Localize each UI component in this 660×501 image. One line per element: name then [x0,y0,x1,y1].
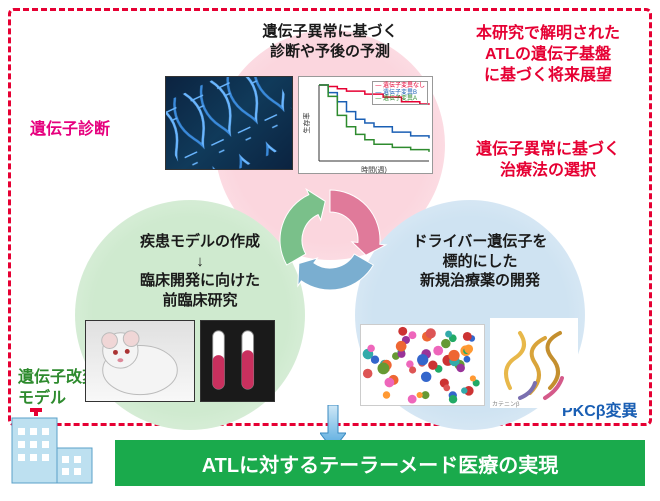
chart-legend: — 遺伝子変異なし— 遺伝子変異B— 遺伝子変異A [372,81,428,105]
node-top-title: 遺伝子異常に基づく診断や予後の予測 [210,22,450,61]
dna-image [165,76,293,170]
banner: ATLに対するテーラーメード医療の実現 [115,440,645,486]
mouse-image [85,320,195,402]
label-prospect: 本研究で解明されたATLの遺伝子基盤に基づく将来展望 [458,24,638,86]
cycle-arrows [270,180,390,300]
label-therapy: 遺伝子異常に基づく治療法の選択 [458,140,638,182]
svg-text:生存率: 生存率 [302,113,311,134]
label-diag: 遺伝子診断 [30,120,110,141]
pills-image [360,324,485,406]
test-tubes-image [200,320,275,402]
node-right-title: ドライバー遺伝子を標的にした新規治療薬の開発 [370,232,590,291]
svg-text:時間(週): 時間(週) [361,165,387,174]
svg-text:カテニンβ: カテニンβ [492,401,520,408]
hospital-icon [2,408,102,493]
survival-chart: 生存率時間(週) — 遺伝子変異なし— 遺伝子変異B— 遺伝子変異A [298,76,433,174]
protein-structure-image: カテニンβ [490,318,578,408]
